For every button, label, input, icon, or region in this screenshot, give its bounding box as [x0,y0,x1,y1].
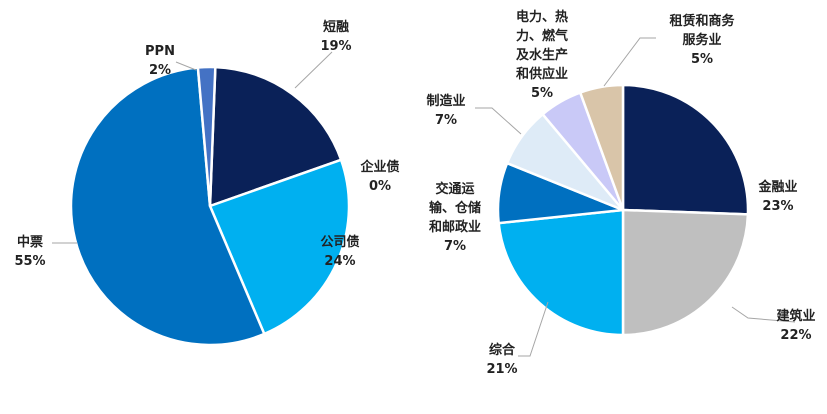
value-label-industry-1: 22% [780,328,812,343]
category-label-industry-1: 建筑业 [776,309,816,324]
pie-chart-industries [496,83,750,337]
leader-line-industry-2 [518,301,549,357]
category-label-line-industry-3-0: 交通运 [435,182,475,197]
data-label-industry-0: 金融业 23% [758,178,797,216]
category-label-industry-0: 金融业 [758,180,798,195]
category-label-line-industry-5-0: 电力、热 [515,10,569,25]
data-label-industry-1: 建筑业 22% [776,307,815,345]
pie-slice-bond-2 [208,158,351,336]
data-label-bond-3: 中票 55% [14,233,45,271]
data-label-industry-4: 制造业 7% [426,92,465,130]
pie-slice-industry-0 [621,83,750,216]
category-label-bond-4: PPN [145,44,175,59]
value-label-bond-4: 2% [148,63,172,78]
data-label-bond-4: PPN 2% [145,42,175,80]
category-label-line-industry-5-3: 和供应业 [515,67,569,82]
value-label-bond-3: 55% [14,254,46,269]
category-label-line-industry-6-1: 服务业 [682,33,722,48]
data-label-bond-0: 短融 19% [320,18,351,56]
data-label-bond-1: 企业债 0% [360,158,399,196]
category-label-industry-2: 综合 [488,343,515,358]
leader-lines [52,37,796,357]
data-label-industry-2: 综合 21% [486,341,517,379]
value-label-bond-2: 24% [324,254,356,269]
leader-line-industry-4 [475,107,522,135]
category-label-line-industry-3-1: 输、仓储 [428,201,482,216]
leader-line-industry-1 [731,306,796,323]
pie-slice-bond-3 [69,66,266,347]
value-label-industry-3: 7% [443,239,467,254]
data-label-industry-3: 交通运输、仓储和邮政业 7% [429,180,481,256]
pie-slice-industry-6 [579,83,625,212]
category-label-bond-3: 中票 [16,235,43,250]
category-label-bond-0: 短融 [322,20,349,35]
category-label-bond-1: 企业债 [360,160,400,175]
category-label-line-industry-3-2: 和邮政业 [428,220,482,235]
category-label-industry-4: 制造业 [426,94,466,109]
data-label-industry-6: 租赁和商务服务业 5% [669,12,734,69]
value-label-industry-5: 5% [530,86,554,101]
leader-line-bond-0 [294,51,333,89]
leader-line-bond-4 [175,61,197,71]
value-label-bond-0: 19% [320,39,352,54]
pie-slice-industry-2 [497,208,625,337]
category-label-line-industry-5-1: 力、燃气 [515,29,569,44]
value-label-industry-4: 7% [434,113,458,128]
value-label-bond-1: 0% [368,179,392,194]
value-label-industry-2: 21% [486,362,518,377]
leader-line-industry-6 [603,37,656,87]
value-label-industry-0: 23% [762,199,794,214]
value-label-industry-6: 5% [690,52,714,67]
category-label-line-industry-5-2: 及水生产 [515,48,569,63]
pie-slice-industry-1 [621,208,750,337]
data-label-industry-5: 电力、热力、燃气及水生产和供应业 5% [516,8,568,103]
category-label-line-industry-6-0: 租赁和商务 [669,14,735,29]
category-label-bond-2: 公司债 [320,235,360,250]
pie-chart-bond-types [69,65,351,347]
pie-slice-bond-4 [196,65,217,208]
data-label-bond-2: 公司债 24% [320,233,359,271]
